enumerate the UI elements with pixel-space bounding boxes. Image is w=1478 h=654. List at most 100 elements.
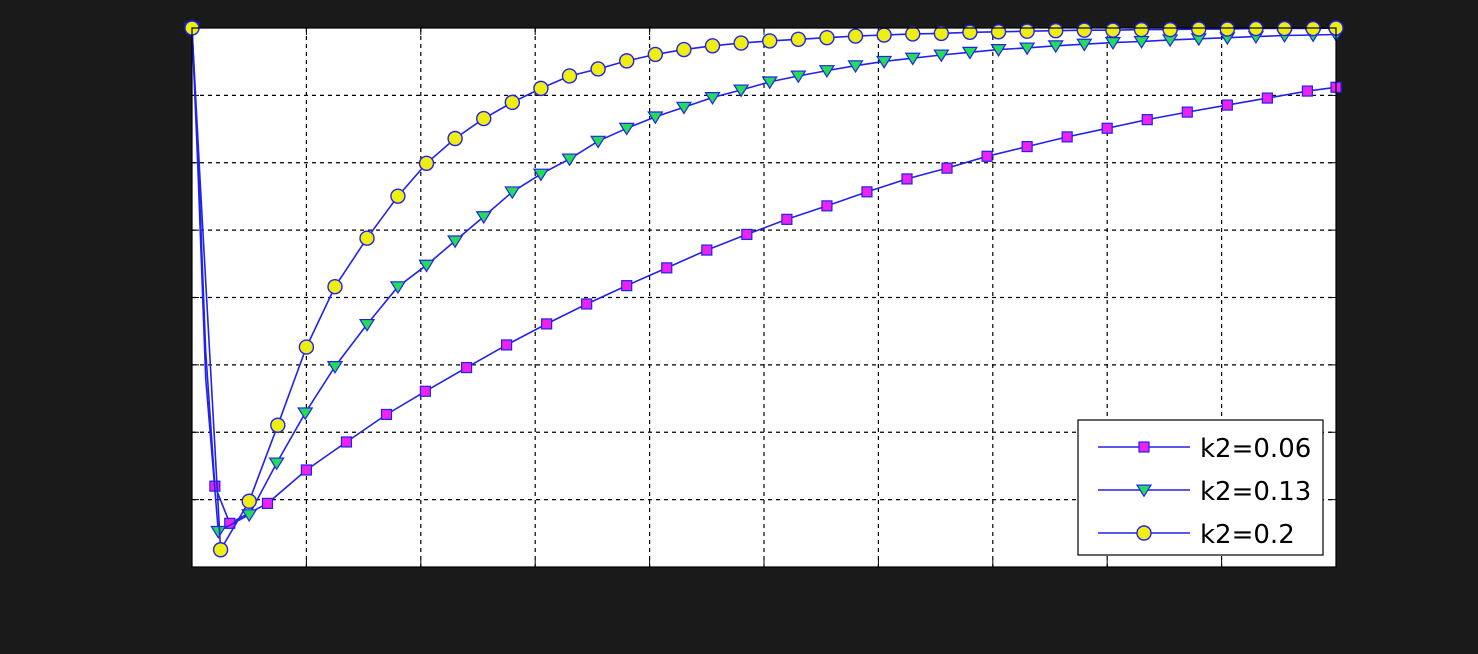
- data-point: [981, 150, 993, 162]
- data-point: [504, 186, 521, 200]
- data-point: [819, 30, 835, 46]
- data-point: [761, 76, 778, 90]
- data-point: [661, 262, 673, 274]
- legend-label: k2=0.13: [1200, 477, 1311, 507]
- data-point: [676, 41, 692, 58]
- data-point: [821, 200, 833, 212]
- data-point: [501, 339, 513, 351]
- data-point: [581, 298, 593, 310]
- data-point: [733, 35, 749, 51]
- data-point: [1162, 21, 1178, 38]
- data-point: [390, 188, 406, 204]
- data-point: [704, 92, 721, 105]
- data-point: [990, 24, 1007, 40]
- data-point: [460, 361, 473, 374]
- data-point: [1191, 21, 1207, 37]
- data-point: [270, 417, 286, 433]
- data-point: [327, 279, 343, 295]
- data-point: [418, 259, 435, 273]
- data-point: [447, 130, 463, 147]
- data-point: [847, 28, 864, 44]
- data-point: [261, 497, 274, 509]
- data-point: [419, 385, 431, 397]
- data-point: [532, 168, 550, 182]
- data-point: [541, 318, 553, 330]
- data-point: [861, 186, 873, 198]
- data-point: [561, 153, 578, 167]
- data-point: [847, 60, 864, 74]
- data-point: [447, 235, 464, 249]
- data-point: [1101, 122, 1113, 134]
- legend-marker: [1138, 441, 1150, 453]
- data-point: [618, 122, 635, 136]
- data-point: [781, 213, 793, 225]
- data-point: [762, 33, 778, 49]
- data-point: [941, 162, 953, 174]
- data-point: [561, 68, 578, 84]
- legend-marker: [1135, 484, 1153, 498]
- data-point: [1047, 40, 1064, 54]
- data-point: [704, 38, 721, 54]
- data-point: [212, 542, 229, 558]
- data-point: [1048, 22, 1064, 39]
- data-point: [647, 111, 664, 125]
- data-point: [1141, 114, 1153, 126]
- data-point: [298, 339, 315, 355]
- data-point: [905, 26, 921, 42]
- data-point: [621, 280, 633, 292]
- legend-label: k2=0.06: [1200, 434, 1311, 464]
- data-point: [210, 525, 227, 539]
- data-point: [358, 318, 376, 332]
- data-point: [790, 70, 807, 84]
- data-point: [1133, 21, 1150, 38]
- data-point: [268, 457, 285, 471]
- series-1: [186, 22, 1342, 529]
- legend-marker: [1136, 525, 1152, 541]
- data-point: [504, 94, 521, 111]
- axes-frame: [191, 27, 1337, 568]
- data-point: [1076, 22, 1093, 38]
- data-point: [933, 49, 950, 63]
- data-point: [418, 155, 435, 171]
- data-point: [962, 24, 978, 41]
- data-point: [904, 52, 921, 66]
- data-point: [380, 408, 393, 421]
- data-point: [1105, 22, 1121, 38]
- data-point: [1219, 21, 1236, 37]
- legend-label: k2=0.2: [1200, 520, 1295, 550]
- data-point: [297, 407, 314, 421]
- data-point: [675, 101, 693, 115]
- data-point: [733, 84, 750, 98]
- data-point: [933, 25, 950, 42]
- data-point: [475, 211, 492, 225]
- data-point: [741, 228, 753, 241]
- data-point: [241, 509, 258, 523]
- data-point: [1019, 23, 1035, 39]
- series-2: [183, 22, 1345, 539]
- data-point: [647, 46, 664, 63]
- data-point: [340, 436, 353, 448]
- data-point: [590, 61, 606, 77]
- data-point: [1076, 38, 1093, 52]
- data-point: [1019, 42, 1036, 56]
- legend: k2=0.06 k2=0.13 k2=0.2: [1077, 419, 1324, 556]
- data-point: [300, 464, 312, 476]
- data-point: [701, 244, 713, 256]
- data-point: [241, 493, 257, 509]
- data-point: [326, 360, 344, 374]
- data-point: [590, 135, 607, 149]
- data-point: [876, 55, 893, 69]
- data-point: [990, 44, 1007, 57]
- data-point: [389, 281, 407, 295]
- data-point: [901, 173, 913, 185]
- data-point: [1261, 92, 1273, 104]
- data-point: [1061, 131, 1073, 143]
- data-point: [533, 80, 549, 97]
- data-point: [961, 46, 979, 60]
- data-point: [790, 31, 807, 48]
- data-point: [1021, 140, 1033, 153]
- data-point: [1181, 106, 1193, 118]
- data-point: [619, 53, 635, 69]
